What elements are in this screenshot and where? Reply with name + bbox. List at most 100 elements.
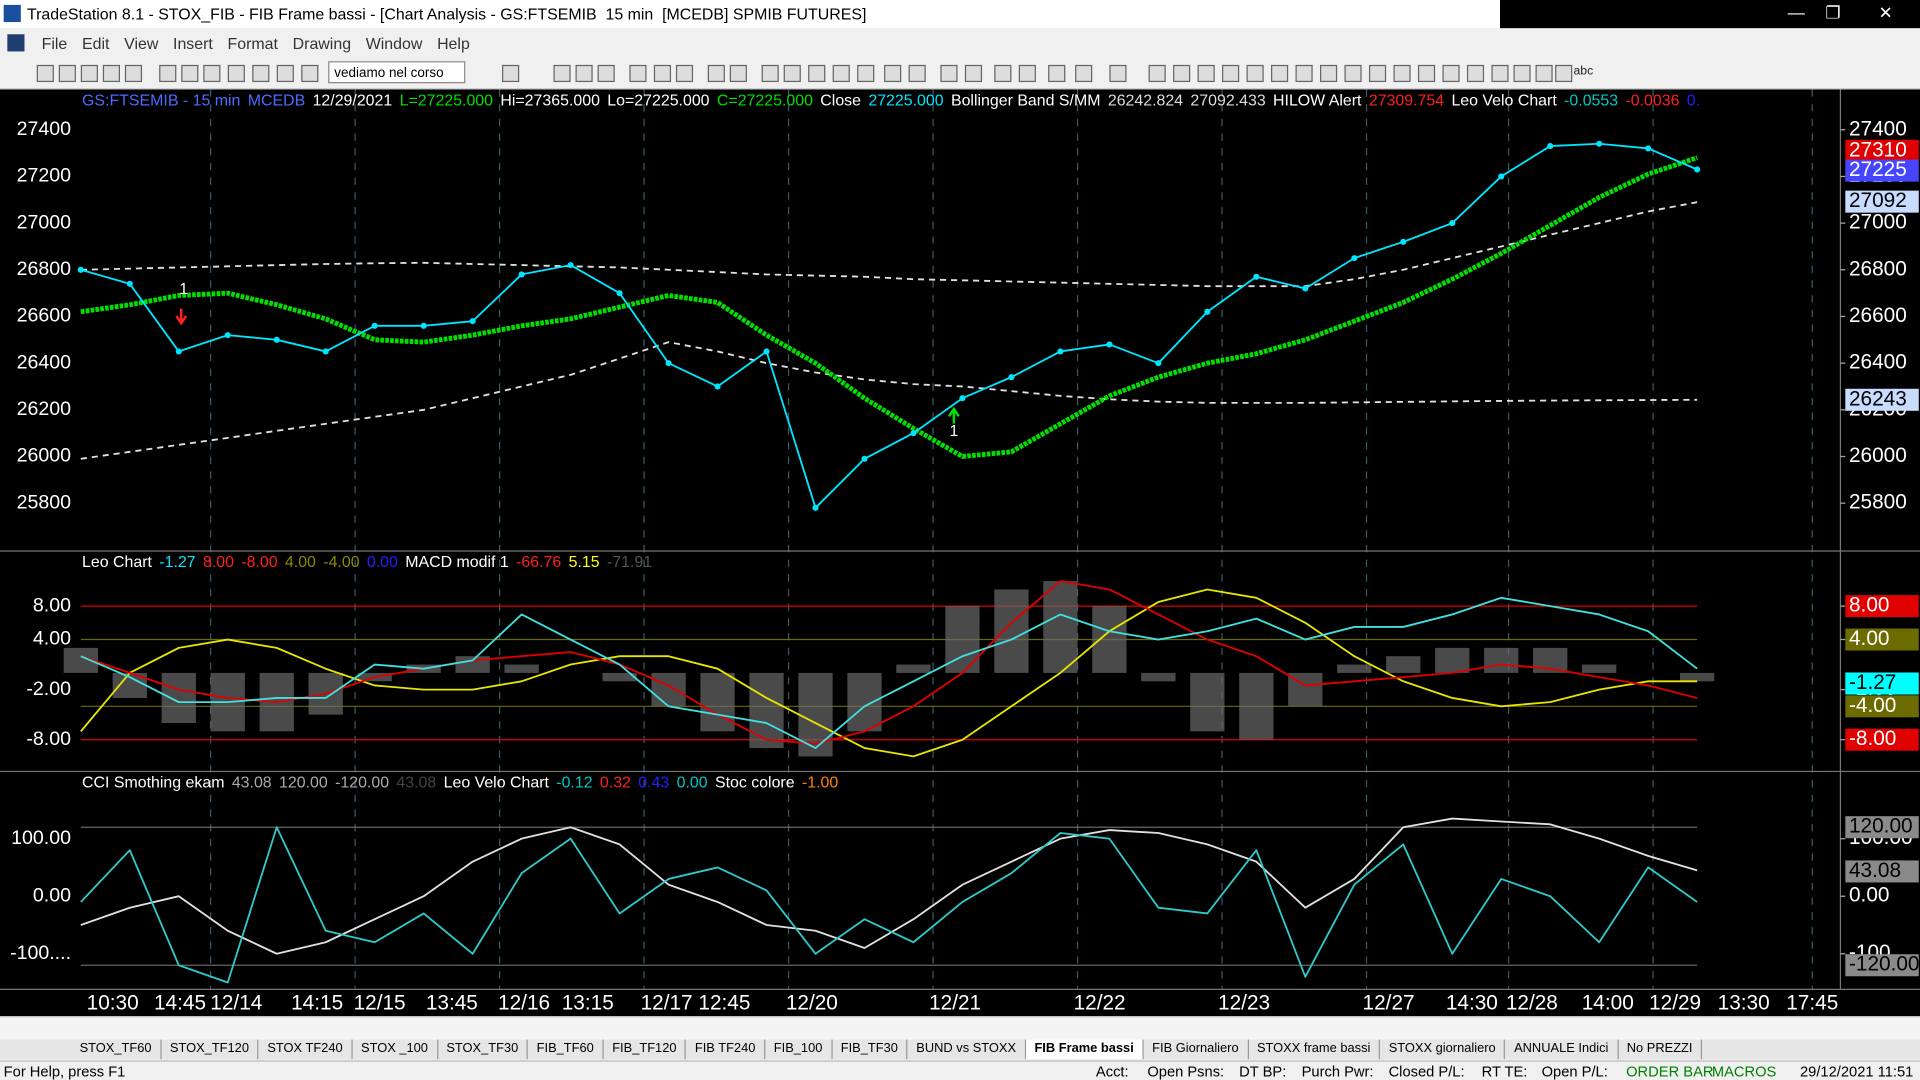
toolbar-button[interactable] xyxy=(1442,64,1460,83)
toolbar-button[interactable] xyxy=(1295,64,1313,83)
toolbar-button[interactable] xyxy=(102,64,121,83)
toolbar-button[interactable] xyxy=(502,64,520,83)
price-dot xyxy=(1498,173,1505,180)
toolbar-button[interactable] xyxy=(761,64,779,83)
menu-item[interactable]: Help xyxy=(437,33,470,53)
toolbar-button[interactable] xyxy=(227,64,245,83)
toolbar-button[interactable] xyxy=(1513,64,1531,83)
toolbar-button[interactable] xyxy=(832,64,850,83)
toolbar-button[interactable] xyxy=(940,64,958,83)
toolbar-button[interactable] xyxy=(1417,64,1436,83)
price-series-line xyxy=(80,155,1698,459)
header-text: 26242.824 xyxy=(1107,90,1184,109)
restore-button[interactable]: ❐ xyxy=(1825,2,1841,23)
toolbar-button[interactable] xyxy=(1320,64,1338,83)
workspace-tab[interactable]: STOX_TF120 xyxy=(161,1039,259,1060)
toolbar-button[interactable] xyxy=(1222,64,1240,83)
workspace-tab[interactable]: FIB Frame bassi xyxy=(1025,1039,1144,1060)
toolbar-button[interactable] xyxy=(1466,64,1485,83)
toolbar-button[interactable] xyxy=(1075,64,1093,83)
y-tick-label-left: 27400 xyxy=(17,118,72,140)
workspace-tab[interactable]: FIB Giornaliero xyxy=(1144,1039,1249,1060)
menu-item[interactable]: Window xyxy=(365,33,423,53)
toolbar-button[interactable] xyxy=(203,64,221,83)
toolbar-button[interactable] xyxy=(1148,64,1166,83)
toolbar-button[interactable] xyxy=(994,64,1012,83)
toolbar-button[interactable] xyxy=(964,64,983,83)
menu-item[interactable]: File xyxy=(41,33,68,53)
toolbar-button[interactable] xyxy=(553,64,571,83)
toolbar-button[interactable] xyxy=(1197,64,1215,83)
toolbar-button[interactable] xyxy=(1173,64,1191,83)
workspace-tab[interactable]: STOX_TF60 xyxy=(71,1039,162,1060)
text-tool[interactable]: abc xyxy=(1573,64,1594,79)
toolbar-button[interactable] xyxy=(1393,64,1411,83)
toolbar-button[interactable] xyxy=(1246,64,1264,83)
toolbar-button[interactable] xyxy=(808,64,826,83)
toolbar-button[interactable] xyxy=(857,64,875,83)
toolbar-button[interactable] xyxy=(783,64,801,83)
toolbar-button[interactable] xyxy=(159,64,177,83)
price-dot xyxy=(1302,285,1309,292)
price-dot xyxy=(1596,140,1603,147)
workspace-select[interactable]: vediamo nel corso xyxy=(328,61,466,84)
price-dot xyxy=(77,266,84,273)
header-text: Close xyxy=(820,90,862,109)
toolbar-button[interactable] xyxy=(301,64,319,83)
toolbar-button[interactable] xyxy=(884,64,902,83)
workspace-tab[interactable]: FIB_TF30 xyxy=(832,1039,908,1060)
toolbar-button[interactable] xyxy=(1535,64,1553,83)
close-button[interactable]: ✕ xyxy=(1878,2,1893,23)
toolbar-button[interactable] xyxy=(252,64,270,83)
toolbar-button[interactable] xyxy=(58,64,76,83)
histogram-bar xyxy=(602,672,637,682)
toolbar-button[interactable] xyxy=(629,64,647,83)
toolbar-button[interactable] xyxy=(1109,64,1127,83)
toolbar-button[interactable] xyxy=(1344,64,1362,83)
workspace-tab[interactable]: STOX _100 xyxy=(352,1039,438,1060)
app-icon xyxy=(3,4,21,23)
toolbar-button[interactable] xyxy=(80,64,98,83)
menu-item[interactable]: Format xyxy=(227,33,278,53)
header-text: Bollinger Band S/MM xyxy=(950,90,1101,109)
workspace-tab[interactable]: STOX TF240 xyxy=(259,1039,353,1060)
menu-item[interactable]: Drawing xyxy=(292,33,352,53)
minimize-button[interactable]: — xyxy=(1787,2,1805,23)
workspace-tab[interactable]: No PREZZI xyxy=(1618,1039,1703,1060)
toolbar-button[interactable] xyxy=(575,64,593,83)
y-tick-label-left: 26200 xyxy=(17,398,72,420)
toolbar-button[interactable] xyxy=(1018,64,1036,83)
workspace-tab[interactable]: STOXX frame bassi xyxy=(1248,1039,1381,1060)
workspace-tab[interactable]: ANNUALE Indici xyxy=(1505,1039,1619,1060)
menu-item[interactable]: Insert xyxy=(173,33,213,53)
toolbar-button[interactable] xyxy=(1555,64,1573,83)
workspace-tab[interactable]: FIB_TF60 xyxy=(528,1039,604,1060)
toolbar-button[interactable] xyxy=(597,64,615,83)
window-title: TradeStation 8.1 - STOX_FIB - FIB Frame … xyxy=(26,4,867,24)
toolbar-button[interactable] xyxy=(729,64,747,83)
workspace-tab[interactable]: BUND vs STOXX xyxy=(908,1039,1026,1060)
toolbar-button[interactable] xyxy=(276,64,294,83)
price-badge-label: 8.00 xyxy=(1849,594,1889,617)
workspace-tab[interactable]: FIB_100 xyxy=(765,1039,833,1060)
toolbar-button[interactable] xyxy=(181,64,199,83)
histogram-bar xyxy=(1435,647,1470,673)
workspace-tab[interactable]: FIB_TF120 xyxy=(604,1039,687,1060)
workspace-tab[interactable]: FIB TF240 xyxy=(686,1039,766,1060)
toolbar-button[interactable] xyxy=(653,64,672,83)
toolbar-button[interactable] xyxy=(1271,64,1289,83)
toolbar-button[interactable] xyxy=(1368,64,1387,83)
horizontal-scrollbar[interactable] xyxy=(0,1016,1920,1040)
menu-item[interactable]: Edit xyxy=(81,33,110,53)
toolbar-button[interactable] xyxy=(124,64,143,83)
toolbar-button[interactable] xyxy=(707,64,725,83)
toolbar-button[interactable] xyxy=(1048,64,1066,83)
x-axis-label: 13:45 xyxy=(426,992,478,1015)
workspace-tab[interactable]: STOX_TF30 xyxy=(438,1039,529,1060)
menu-item[interactable]: View xyxy=(124,33,159,53)
toolbar-button[interactable] xyxy=(675,64,694,83)
workspace-tab[interactable]: STOXX giornaliero xyxy=(1380,1039,1506,1060)
toolbar-button[interactable] xyxy=(908,64,926,83)
toolbar-button[interactable] xyxy=(1491,64,1509,83)
toolbar-button[interactable] xyxy=(36,64,54,83)
